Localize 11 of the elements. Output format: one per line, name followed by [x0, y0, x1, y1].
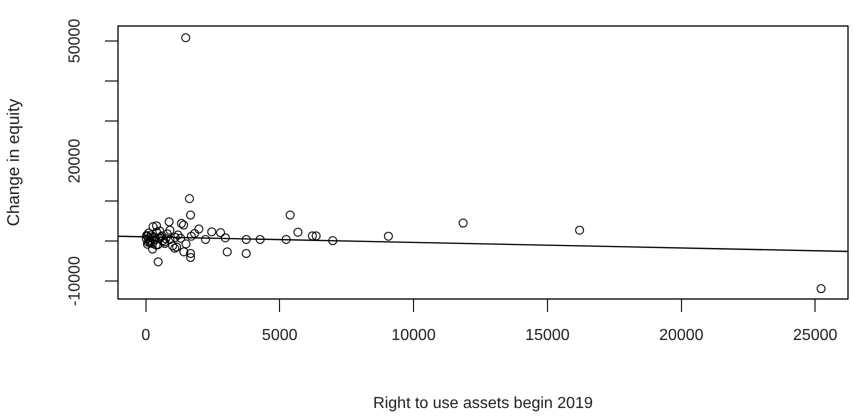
x-axis-title: Right to use assets begin 2019	[373, 394, 593, 412]
x-tick-label: 25000	[792, 327, 838, 344]
y-axis-title: Change in equity	[4, 98, 23, 226]
x-tick-label: 20000	[659, 327, 704, 344]
y-tick-label: 50000	[66, 18, 84, 64]
x-tick-label: 5000	[262, 327, 298, 344]
y-tick-label: -10000	[66, 256, 84, 306]
y-tick-label: 20000	[66, 138, 84, 184]
x-tick-label: 10000	[391, 327, 436, 344]
x-tick-label: 15000	[525, 327, 570, 344]
x-tick-label: 0	[141, 327, 150, 344]
